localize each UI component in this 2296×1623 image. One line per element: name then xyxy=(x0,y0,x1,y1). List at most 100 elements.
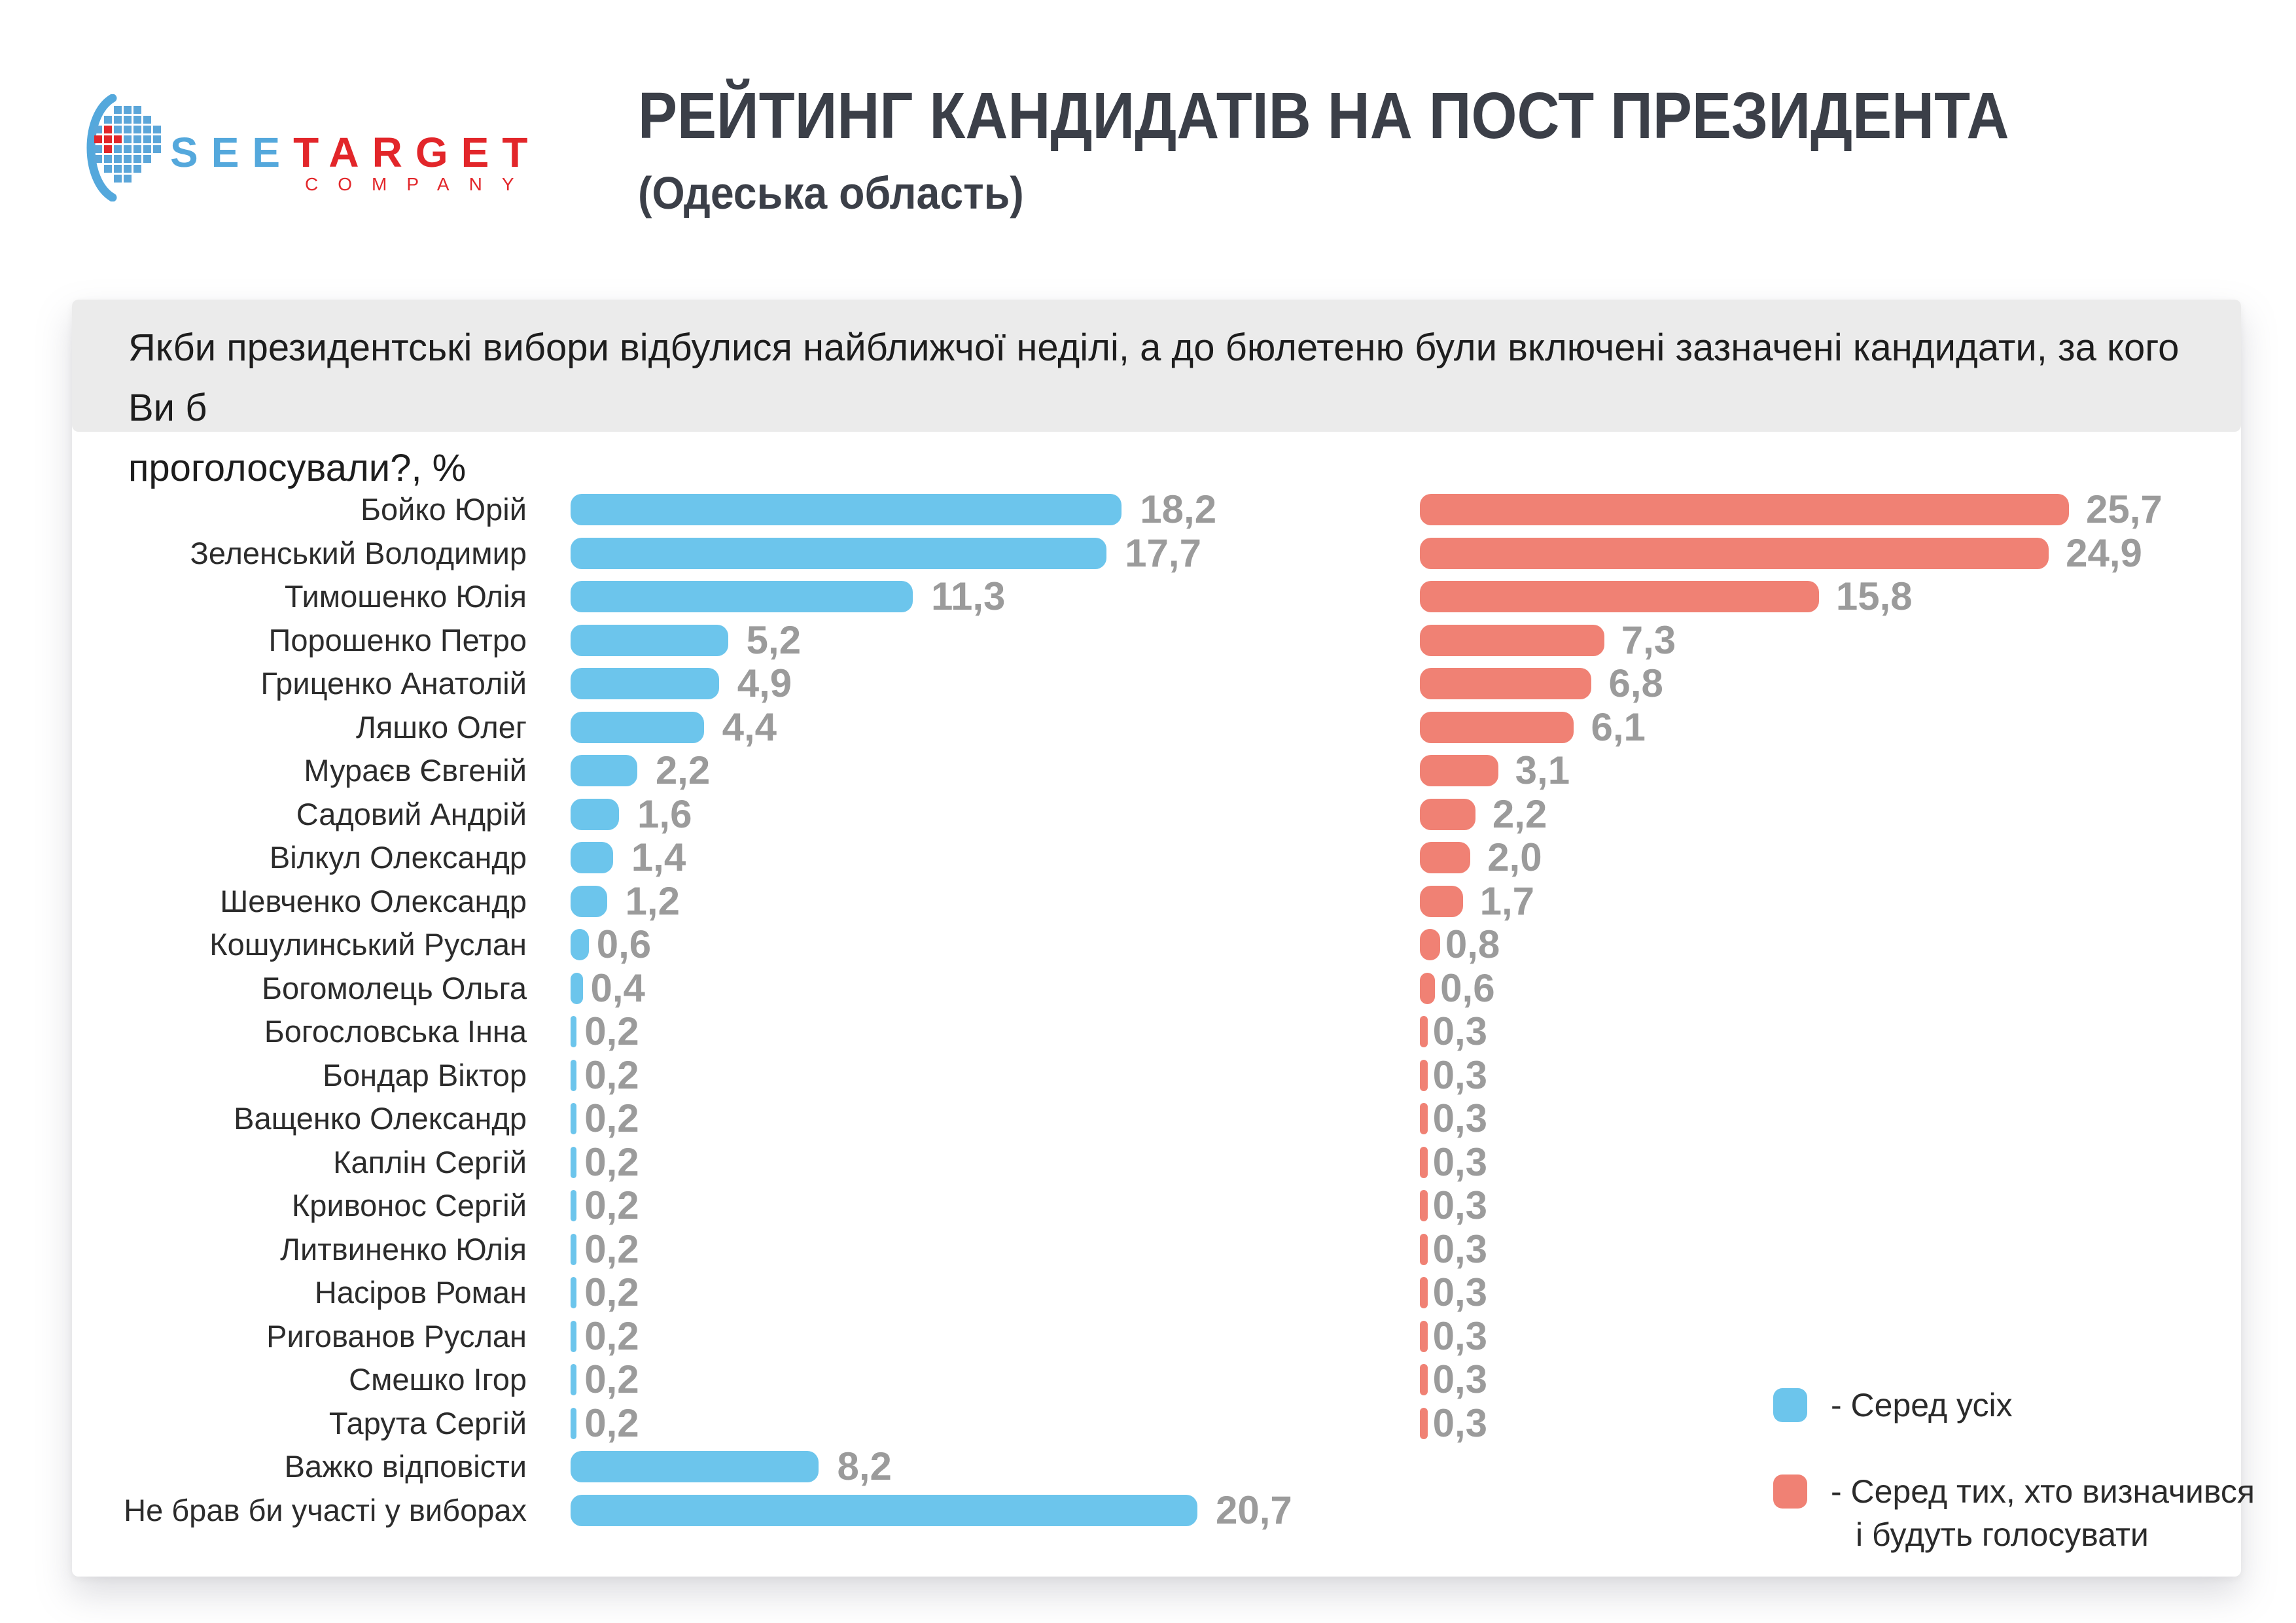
value-label-decided: 0,3 xyxy=(1432,1314,1487,1358)
bar-all xyxy=(571,711,704,743)
value-label-decided: 0,3 xyxy=(1432,1096,1487,1140)
value-label-all: 0,2 xyxy=(584,1227,639,1271)
bar-decided xyxy=(1420,1190,1428,1221)
candidate-label: Богомолець Ольга xyxy=(262,970,527,1005)
candidate-label: Богословська Інна xyxy=(264,1014,527,1049)
bar-decided xyxy=(1420,842,1471,873)
value-label-decided: 6,1 xyxy=(1591,705,1646,749)
bar-all xyxy=(571,1016,577,1047)
bar-all xyxy=(571,537,1107,569)
value-label-decided: 0,3 xyxy=(1432,1053,1487,1097)
candidate-label: Литвиненко Юлія xyxy=(280,1231,527,1266)
value-label-decided: 2,0 xyxy=(1487,835,1542,879)
bar-decided xyxy=(1420,885,1463,917)
value-label-decided: 2,2 xyxy=(1492,792,1547,836)
bar-decided xyxy=(1420,494,2069,525)
value-label-decided: 0,6 xyxy=(1440,966,1495,1010)
value-label-all: 20,7 xyxy=(1216,1488,1292,1532)
value-label-decided: 25,7 xyxy=(2086,487,2163,531)
value-label-all: 4,4 xyxy=(722,705,777,749)
bar-all xyxy=(571,581,913,612)
value-label-decided: 0,3 xyxy=(1432,1009,1487,1053)
value-label-all: 0,2 xyxy=(584,1096,639,1140)
chart-row: Мураєв Євгеній 2,2 3,1 xyxy=(72,751,2241,790)
value-label-all: 0,4 xyxy=(590,966,645,1010)
candidate-label: Порошенко Петро xyxy=(268,622,527,657)
value-label-all: 0,2 xyxy=(584,1357,639,1401)
chart-row: Шевченко Олександр 1,2 1,7 xyxy=(72,881,2241,920)
logo-see-text: SEE xyxy=(170,129,294,176)
value-label-all: 0,2 xyxy=(584,1053,639,1097)
bar-decided xyxy=(1420,1407,1428,1439)
bar-decided xyxy=(1420,798,1475,830)
bar-decided xyxy=(1420,1364,1428,1395)
chart-row: Насіров Роман 0,2 0,3 xyxy=(72,1270,2241,1314)
bar-decided xyxy=(1420,711,1574,743)
page-subtitle: (Одеська область) xyxy=(638,167,1024,218)
candidate-label: Не брав би участі у виборах xyxy=(124,1492,527,1527)
value-label-decided: 6,8 xyxy=(1608,661,1663,705)
bar-decided xyxy=(1420,1320,1428,1352)
bar-all xyxy=(571,972,583,1004)
chart-row: Тарута Сергій 0,2 0,3 xyxy=(72,1401,2241,1445)
bar-all xyxy=(571,1320,577,1352)
logo-target-text: TARGET xyxy=(293,129,541,176)
chart-row: Вілкул Олександр 1,4 2,0 xyxy=(72,835,2241,879)
legend-swatch-all xyxy=(1773,1388,1807,1422)
logo-wordmark: SEETARGET xyxy=(170,128,540,177)
question-band: Якби президентські вибори відбулися найб… xyxy=(72,300,2241,489)
chart-card: Якби президентські вибори відбулися найб… xyxy=(72,300,2255,1577)
value-label-all: 0,2 xyxy=(584,1183,639,1227)
bar-decided xyxy=(1420,1277,1428,1308)
legend-label-all: - Серед усіх xyxy=(1831,1387,2013,1423)
value-label-all: 1,6 xyxy=(637,792,692,836)
chart-row: Кривонос Сергій 0,2 0,3 xyxy=(72,1183,2241,1227)
chart-row: Ващенко Олександр 0,2 0,3 xyxy=(72,1096,2241,1140)
bar-all xyxy=(571,1190,577,1221)
chart-row: Смешко Ігор 0,2 0,3 xyxy=(72,1357,2241,1401)
bar-all xyxy=(571,929,589,960)
candidate-label: Смешко Ігор xyxy=(349,1362,527,1397)
candidate-label: Ригованов Руслан xyxy=(266,1318,527,1353)
bar-all xyxy=(571,1059,577,1091)
value-label-all: 0,2 xyxy=(584,1009,639,1053)
chart-row: Бойко Юрій 18,2 25,7 xyxy=(72,487,2241,531)
bar-decided xyxy=(1420,537,2049,569)
candidate-label: Тимошенко Юлія xyxy=(284,579,527,614)
bar-all xyxy=(571,494,1122,525)
page-title: РЕЙТИНГ КАНДИДАТІВ НА ПОСТ ПРЕЗИДЕНТА xyxy=(638,79,2009,152)
candidate-label: Ващенко Олександр xyxy=(234,1101,527,1136)
bar-all xyxy=(571,755,637,786)
value-label-all: 0,2 xyxy=(584,1270,639,1314)
candidate-label: Важко відповісти xyxy=(284,1449,527,1484)
bar-decided xyxy=(1420,929,1440,960)
chart-row: Ляшко Олег 4,4 6,1 xyxy=(72,705,2241,749)
candidate-label: Гриценко Анатолій xyxy=(260,666,527,701)
value-label-all: 4,9 xyxy=(737,661,792,705)
candidate-label: Насіров Роман xyxy=(314,1275,527,1310)
seetarget-logo: SEETARGET COMPANY xyxy=(72,90,582,228)
candidate-label: Вілкул Олександр xyxy=(269,840,527,875)
chart-row: Гриценко Анатолій 4,9 6,8 xyxy=(72,661,2241,705)
chart-row: Садовий Андрій 1,6 2,2 xyxy=(72,792,2241,836)
value-label-all: 0,2 xyxy=(584,1401,639,1445)
chart-row: Тимошенко Юлія 11,3 15,8 xyxy=(72,574,2241,618)
question-text: Якби президентські вибори відбулися найб… xyxy=(128,326,2180,489)
bar-all xyxy=(571,885,607,917)
candidate-label: Мураєв Євгеній xyxy=(304,753,527,788)
candidate-label: Зеленський Володимир xyxy=(190,535,527,570)
bar-all xyxy=(571,1451,819,1482)
legend-swatch-decided xyxy=(1773,1475,1807,1509)
value-label-decided: 24,9 xyxy=(2066,531,2142,575)
chart-row: Зеленський Володимир 17,7 24,9 xyxy=(72,531,2241,575)
value-label-decided: 15,8 xyxy=(1835,574,1913,618)
chart-row: Порошенко Петро 5,2 7,3 xyxy=(72,620,2241,659)
candidate-label: Тарута Сергій xyxy=(328,1405,527,1440)
chart-row: Бондар Віктор 0,2 0,3 xyxy=(72,1053,2241,1097)
value-label-decided: 0,3 xyxy=(1432,1357,1487,1401)
chart-row: Не брав би участі у виборах 20,7 xyxy=(72,1488,2241,1532)
bar-decided xyxy=(1420,624,1604,656)
bar-decided xyxy=(1420,1059,1428,1091)
bar-decided xyxy=(1420,1016,1428,1047)
bar-decided xyxy=(1420,1146,1428,1178)
